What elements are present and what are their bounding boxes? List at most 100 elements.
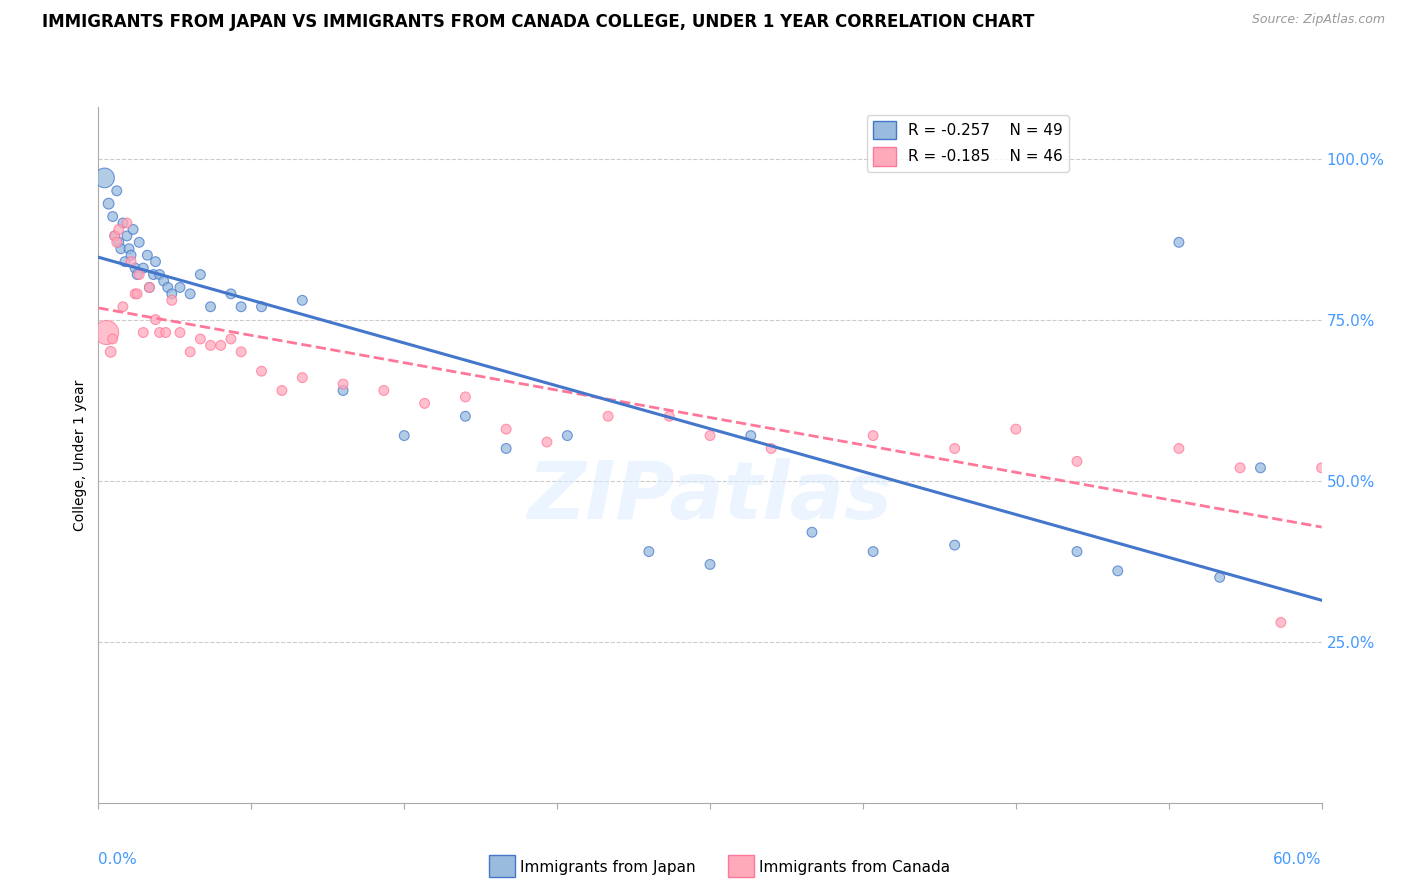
Point xyxy=(740,428,762,442)
Point xyxy=(1167,235,1189,250)
Legend: R = -0.257    N = 49, R = -0.185    N = 46: R = -0.257 N = 49, R = -0.185 N = 46 xyxy=(868,115,1070,172)
Point xyxy=(114,254,136,268)
Point xyxy=(1107,564,1129,578)
Point xyxy=(536,435,558,450)
Point xyxy=(413,396,436,410)
Point xyxy=(105,184,128,198)
Point xyxy=(943,442,966,456)
Point xyxy=(101,210,124,224)
Point xyxy=(1249,460,1271,475)
Point xyxy=(1167,442,1189,456)
Y-axis label: College, Under 1 year: College, Under 1 year xyxy=(73,379,87,531)
Point xyxy=(111,300,134,314)
Point xyxy=(200,300,222,314)
Point xyxy=(801,525,824,540)
Point xyxy=(124,261,146,276)
Point xyxy=(495,422,517,436)
Point xyxy=(209,338,232,352)
Point xyxy=(188,332,212,346)
Point xyxy=(160,286,183,301)
Point xyxy=(105,235,128,250)
Point xyxy=(149,326,172,340)
Point xyxy=(145,312,167,326)
Point xyxy=(122,222,145,236)
Point xyxy=(138,280,160,294)
Point xyxy=(699,428,721,442)
Point xyxy=(231,344,253,359)
Point xyxy=(179,344,201,359)
Text: 60.0%: 60.0% xyxy=(1274,852,1322,866)
Point xyxy=(111,216,134,230)
Point xyxy=(138,280,160,294)
Point xyxy=(270,384,294,398)
Point xyxy=(658,409,681,424)
Point xyxy=(1004,422,1026,436)
Point xyxy=(1066,454,1088,468)
Point xyxy=(392,428,416,442)
Point xyxy=(160,293,183,308)
Point xyxy=(332,377,354,392)
Text: Source: ZipAtlas.com: Source: ZipAtlas.com xyxy=(1251,13,1385,27)
Point xyxy=(862,428,884,442)
Point xyxy=(557,428,579,442)
Point xyxy=(169,326,191,340)
Point xyxy=(108,222,131,236)
Point xyxy=(101,332,124,346)
Point xyxy=(100,344,122,359)
Point xyxy=(943,538,966,552)
Point xyxy=(169,280,191,294)
Point xyxy=(188,268,212,282)
Text: Immigrants from Japan: Immigrants from Japan xyxy=(520,860,696,874)
Point xyxy=(250,364,273,378)
Point xyxy=(598,409,620,424)
Point xyxy=(93,170,115,185)
Text: 0.0%: 0.0% xyxy=(98,852,138,866)
Point xyxy=(231,300,253,314)
Point xyxy=(136,248,159,262)
Point xyxy=(862,544,884,558)
Point xyxy=(127,286,149,301)
Point xyxy=(291,293,314,308)
Point xyxy=(291,370,314,384)
Point xyxy=(97,196,120,211)
Point xyxy=(179,286,201,301)
Point xyxy=(96,326,118,340)
Point xyxy=(454,390,477,404)
Point xyxy=(128,268,150,282)
Point xyxy=(108,235,131,250)
Point xyxy=(219,286,242,301)
Point xyxy=(145,254,167,268)
Point xyxy=(120,248,142,262)
Point xyxy=(104,228,127,243)
Point xyxy=(1310,460,1333,475)
Point xyxy=(115,216,138,230)
Point xyxy=(495,442,517,456)
Point xyxy=(250,300,273,314)
Point xyxy=(127,268,149,282)
Point xyxy=(1229,460,1251,475)
Point xyxy=(699,558,721,572)
Point xyxy=(149,268,172,282)
Point xyxy=(1066,544,1088,558)
Point xyxy=(1270,615,1292,630)
Point xyxy=(124,286,146,301)
Point xyxy=(156,280,179,294)
Point xyxy=(128,235,150,250)
Point xyxy=(104,228,127,243)
Point xyxy=(219,332,242,346)
Point xyxy=(110,242,132,256)
Point xyxy=(638,544,661,558)
Point xyxy=(115,228,138,243)
Text: IMMIGRANTS FROM JAPAN VS IMMIGRANTS FROM CANADA COLLEGE, UNDER 1 YEAR CORRELATIO: IMMIGRANTS FROM JAPAN VS IMMIGRANTS FROM… xyxy=(42,13,1035,31)
Point xyxy=(332,384,354,398)
Point xyxy=(1209,570,1232,584)
Text: Immigrants from Canada: Immigrants from Canada xyxy=(759,860,950,874)
Point xyxy=(132,261,155,276)
Point xyxy=(761,442,783,456)
Point xyxy=(132,326,155,340)
Text: ZIPatlas: ZIPatlas xyxy=(527,458,893,536)
Point xyxy=(200,338,222,352)
Point xyxy=(373,384,395,398)
Point xyxy=(120,254,142,268)
Point xyxy=(152,274,174,288)
